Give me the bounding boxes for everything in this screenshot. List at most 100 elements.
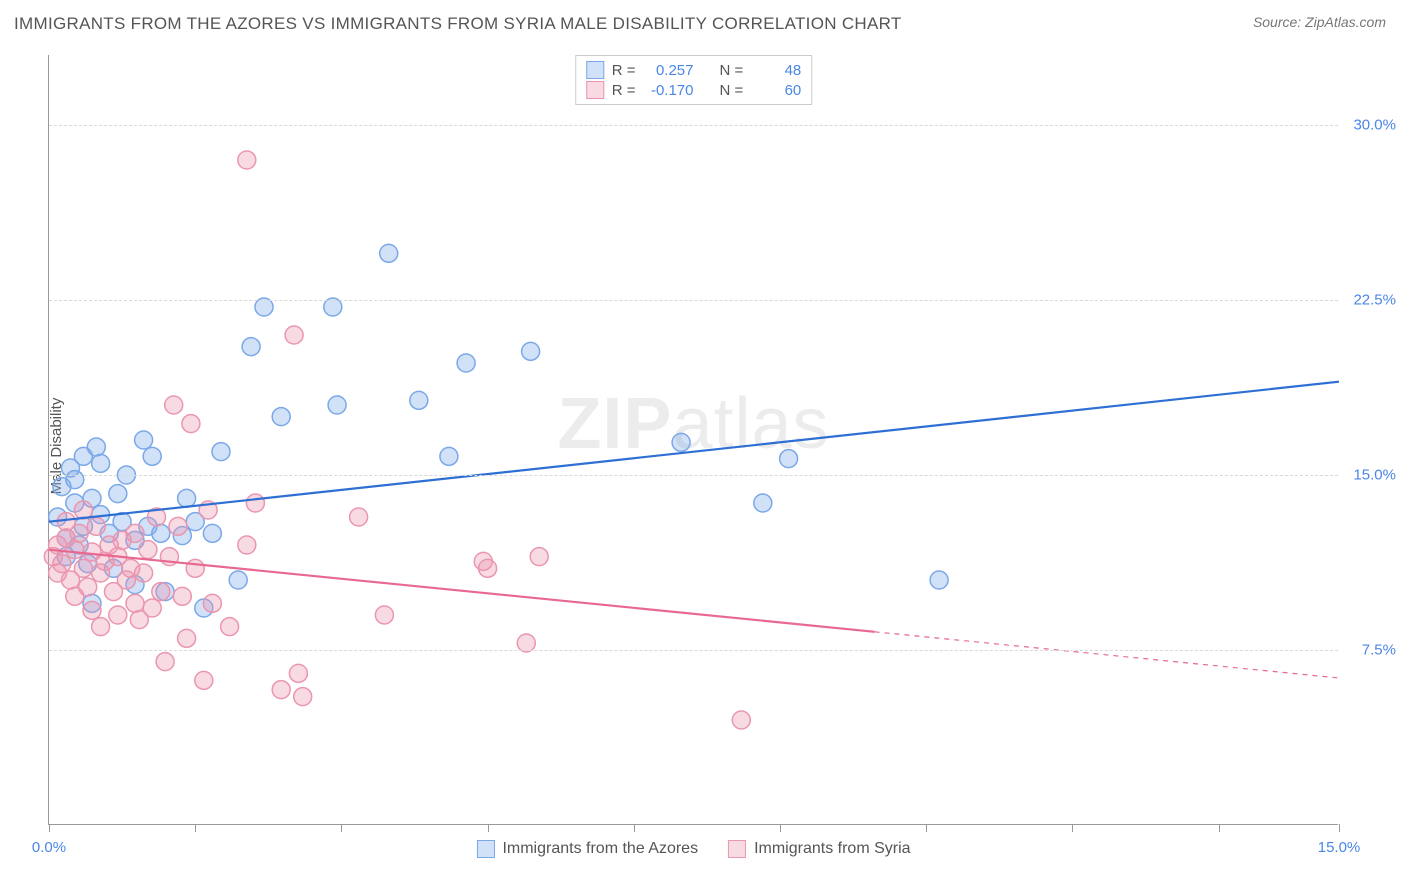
legend-n-value-0: 48: [751, 62, 801, 79]
data-point: [522, 342, 540, 360]
legend-swatch-syria-icon: [728, 840, 746, 858]
legend-n-label: N =: [720, 82, 744, 99]
data-point: [203, 524, 221, 542]
data-point: [530, 548, 548, 566]
data-point: [178, 629, 196, 647]
data-point: [410, 391, 428, 409]
legend-swatch-syria-icon: [586, 81, 604, 99]
data-point: [92, 618, 110, 636]
data-point: [328, 396, 346, 414]
data-point: [135, 564, 153, 582]
data-point: [272, 681, 290, 699]
legend-r-label: R =: [612, 62, 636, 79]
plot-area: ZIPatlas R = 0.257 N = 48 R = -0.170 N =…: [48, 55, 1338, 825]
data-point: [152, 524, 170, 542]
legend-item-azores: Immigrants from the Azores: [476, 840, 698, 858]
x-tick: [780, 824, 781, 832]
y-tick-label: 7.5%: [1362, 642, 1396, 659]
data-point: [272, 408, 290, 426]
chart-svg: [49, 55, 1338, 824]
data-point: [350, 508, 368, 526]
x-tick-label: 0.0%: [32, 839, 66, 856]
data-point: [135, 431, 153, 449]
data-point: [672, 433, 690, 451]
data-point: [186, 559, 204, 577]
data-point: [195, 671, 213, 689]
data-point: [294, 688, 312, 706]
legend-n-value-1: 60: [751, 82, 801, 99]
data-point: [285, 326, 303, 344]
legend-r-value-1: -0.170: [644, 82, 694, 99]
data-point: [66, 471, 84, 489]
data-point: [203, 594, 221, 612]
data-point: [178, 489, 196, 507]
legend-item-syria: Immigrants from Syria: [728, 840, 910, 858]
data-point: [375, 606, 393, 624]
x-tick: [1072, 824, 1073, 832]
legend-stats: R = 0.257 N = 48 R = -0.170 N = 60: [575, 55, 813, 105]
data-point: [479, 559, 497, 577]
data-point: [457, 354, 475, 372]
chart-title: IMMIGRANTS FROM THE AZORES VS IMMIGRANTS…: [14, 14, 902, 34]
data-point: [87, 517, 105, 535]
source-attribution: Source: ZipAtlas.com: [1253, 14, 1386, 30]
data-point: [139, 541, 157, 559]
data-point: [92, 454, 110, 472]
x-tick: [1219, 824, 1220, 832]
data-point: [66, 541, 84, 559]
data-point: [165, 396, 183, 414]
x-tick-label: 15.0%: [1318, 839, 1361, 856]
legend-series: Immigrants from the Azores Immigrants fr…: [476, 840, 910, 858]
legend-r-label: R =: [612, 82, 636, 99]
data-point: [126, 524, 144, 542]
legend-n-label: N =: [720, 62, 744, 79]
gridline-h: [49, 650, 1338, 651]
trend-line-extrapolated: [875, 632, 1339, 678]
data-point: [246, 494, 264, 512]
data-point: [780, 450, 798, 468]
y-tick-label: 30.0%: [1353, 117, 1396, 134]
x-tick: [926, 824, 927, 832]
legend-item-label: Immigrants from the Azores: [502, 840, 698, 858]
data-point: [238, 536, 256, 554]
x-tick: [634, 824, 635, 832]
x-tick: [49, 824, 50, 832]
data-point: [182, 415, 200, 433]
data-point: [754, 494, 772, 512]
data-point: [83, 601, 101, 619]
data-point: [930, 571, 948, 589]
x-tick: [195, 824, 196, 832]
data-point: [156, 653, 174, 671]
data-point: [70, 524, 88, 542]
data-point: [242, 338, 260, 356]
data-point: [169, 517, 187, 535]
legend-swatch-azores-icon: [586, 61, 604, 79]
data-point: [152, 583, 170, 601]
data-point: [380, 244, 398, 262]
data-point: [289, 664, 307, 682]
data-point: [732, 711, 750, 729]
x-tick: [341, 824, 342, 832]
legend-r-value-0: 0.257: [644, 62, 694, 79]
gridline-h: [49, 475, 1338, 476]
data-point: [221, 618, 239, 636]
y-tick-label: 22.5%: [1353, 292, 1396, 309]
trend-line: [49, 382, 1339, 522]
data-point: [126, 594, 144, 612]
legend-item-label: Immigrants from Syria: [754, 840, 910, 858]
data-point: [173, 587, 191, 605]
x-tick: [1339, 824, 1340, 832]
legend-stats-row-1: R = -0.170 N = 60: [586, 80, 802, 100]
data-point: [229, 571, 247, 589]
data-point: [212, 443, 230, 461]
data-point: [87, 438, 105, 456]
data-point: [79, 578, 97, 596]
data-point: [109, 485, 127, 503]
gridline-h: [49, 125, 1338, 126]
legend-stats-row-0: R = 0.257 N = 48: [586, 60, 802, 80]
data-point: [238, 151, 256, 169]
data-point: [143, 447, 161, 465]
data-point: [440, 447, 458, 465]
gridline-h: [49, 300, 1338, 301]
y-tick-label: 15.0%: [1353, 467, 1396, 484]
